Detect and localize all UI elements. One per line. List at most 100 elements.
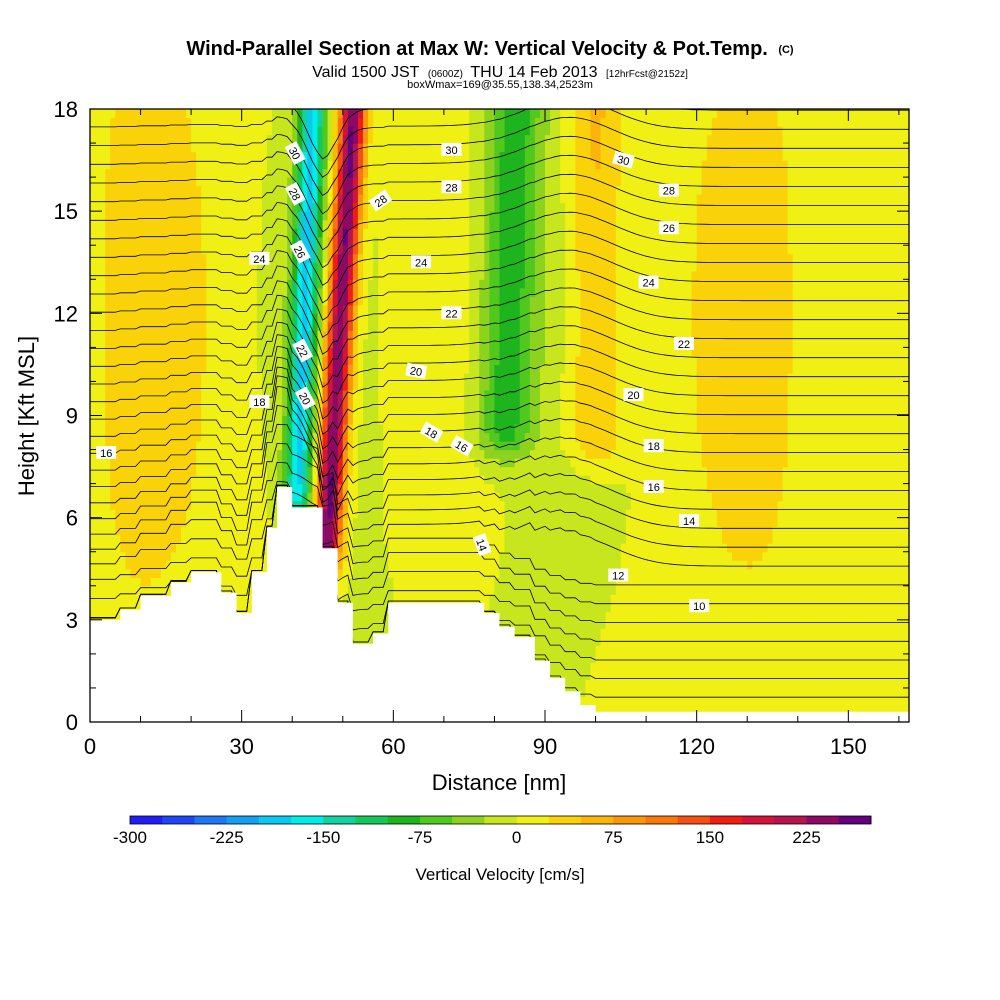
velocity-cell	[130, 270, 137, 280]
velocity-cell	[403, 194, 410, 204]
velocity-cell	[140, 364, 147, 374]
velocity-cell	[282, 211, 288, 221]
velocity-cell	[191, 347, 197, 357]
velocity-cell	[100, 117, 106, 127]
velocity-cell	[327, 143, 334, 153]
velocity-cell	[272, 202, 278, 212]
velocity-cell	[342, 109, 349, 119]
velocity-cell	[368, 143, 374, 153]
velocity-cell	[125, 517, 132, 527]
velocity-cell	[357, 219, 364, 229]
velocity-cell	[337, 543, 344, 553]
velocity-cell	[155, 458, 162, 468]
velocity-cell	[433, 526, 440, 536]
velocity-cell	[317, 143, 324, 153]
velocity-cell	[105, 287, 111, 297]
velocity-cell	[342, 364, 349, 374]
velocity-cell	[90, 202, 96, 212]
velocity-cell	[297, 321, 303, 331]
velocity-cell	[186, 560, 192, 570]
velocity-cell	[383, 134, 389, 144]
velocity-cell	[337, 585, 344, 595]
velocity-cell	[125, 560, 132, 570]
velocity-cell	[287, 262, 293, 272]
velocity-cell	[110, 492, 116, 502]
velocity-cell	[165, 585, 172, 595]
velocity-cell	[186, 117, 192, 127]
velocity-cell	[130, 441, 137, 451]
velocity-cell	[428, 483, 435, 493]
velocity-cell	[418, 211, 425, 221]
velocity-cell	[95, 143, 101, 153]
velocity-cell	[110, 296, 116, 306]
velocity-cell	[165, 543, 172, 553]
velocity-cell	[211, 466, 217, 476]
velocity-cell	[378, 245, 384, 255]
velocity-cell	[206, 509, 212, 519]
velocity-cell	[347, 330, 354, 340]
velocity-cell	[352, 398, 359, 408]
velocity-cell	[398, 236, 405, 246]
velocity-cell	[388, 577, 394, 587]
velocity-cell	[95, 372, 101, 383]
velocity-cell	[317, 313, 324, 323]
velocity-cell	[140, 313, 147, 323]
velocity-cell	[363, 287, 369, 297]
velocity-cell	[337, 424, 344, 434]
velocity-cell	[393, 194, 399, 204]
velocity-cell	[115, 458, 121, 468]
velocity-cell	[206, 560, 212, 570]
velocity-cell	[201, 177, 207, 187]
velocity-cell	[130, 585, 137, 595]
velocity-cell	[115, 500, 121, 510]
velocity-cell	[150, 585, 157, 595]
velocity-cell	[347, 483, 354, 493]
velocity-cell	[256, 330, 263, 340]
velocity-cell	[373, 602, 379, 612]
velocity-cell	[100, 483, 106, 493]
velocity-cell	[155, 313, 162, 323]
velocity-cell	[256, 347, 263, 357]
velocity-cell	[145, 466, 152, 476]
velocity-cell	[231, 236, 238, 246]
velocity-cell	[175, 228, 182, 238]
velocity-cell	[120, 406, 126, 417]
velocity-cell	[110, 304, 116, 314]
chart-subtitle-forecast: [12hrFcst@2152z]	[606, 69, 688, 80]
velocity-cell	[256, 202, 263, 212]
velocity-cell	[388, 381, 394, 391]
velocity-cell	[337, 432, 344, 442]
velocity-cell	[181, 543, 187, 553]
velocity-cell	[110, 321, 116, 331]
velocity-cell	[130, 543, 137, 553]
velocity-cell	[130, 381, 137, 391]
velocity-cell	[90, 492, 96, 502]
velocity-cell	[292, 406, 298, 417]
velocity-cell	[368, 432, 374, 442]
velocity-cell	[241, 424, 248, 434]
velocity-cell	[246, 245, 253, 255]
velocity-cell	[357, 466, 364, 476]
velocity-cell	[423, 151, 430, 161]
velocity-cell	[378, 143, 384, 153]
velocity-cell	[327, 338, 334, 348]
velocity-cell	[418, 270, 425, 280]
velocity-cell	[201, 126, 207, 136]
velocity-cell	[423, 245, 430, 255]
velocity-cell	[297, 134, 303, 144]
velocity-cell	[135, 296, 142, 306]
velocity-cell	[135, 202, 142, 212]
velocity-cell	[408, 219, 415, 229]
velocity-cell	[236, 143, 243, 153]
velocity-cell	[206, 534, 212, 544]
velocity-cell	[312, 458, 319, 468]
velocity-cell	[145, 509, 152, 519]
velocity-cell	[383, 517, 389, 527]
velocity-cell	[342, 185, 349, 195]
velocity-cell	[175, 202, 182, 212]
velocity-cell	[251, 338, 258, 348]
velocity-cell	[120, 543, 126, 553]
velocity-cell	[236, 160, 243, 170]
velocity-cell	[277, 211, 283, 221]
velocity-cell	[95, 338, 101, 348]
